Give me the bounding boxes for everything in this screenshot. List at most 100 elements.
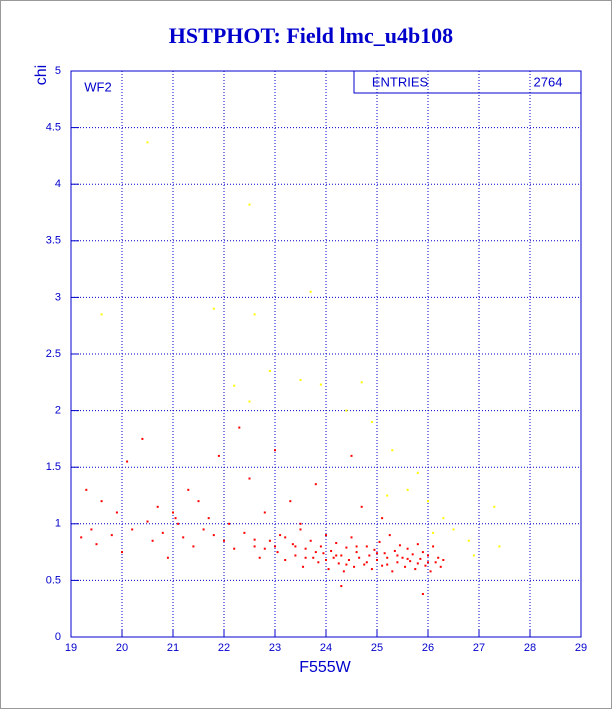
point	[467, 539, 470, 542]
point	[212, 534, 215, 537]
point	[365, 561, 368, 564]
point	[368, 554, 371, 557]
point	[442, 517, 445, 520]
point	[253, 538, 256, 541]
point	[452, 528, 455, 531]
point	[421, 551, 424, 554]
x-tick-label: 22	[218, 642, 230, 654]
chart-title: HSTPHOT: Field lmc_u4b108	[169, 23, 453, 48]
point	[401, 556, 404, 559]
point	[434, 561, 437, 564]
point	[309, 290, 312, 293]
point	[309, 539, 312, 542]
x-tick-label: 26	[422, 642, 434, 654]
point	[342, 570, 345, 573]
point	[429, 570, 432, 573]
point	[299, 522, 302, 525]
point	[314, 483, 317, 486]
point	[325, 559, 327, 562]
point	[243, 531, 246, 534]
point	[350, 454, 353, 457]
point	[370, 568, 373, 571]
point	[391, 449, 394, 452]
point	[289, 500, 292, 503]
y-tick-label: 1.5	[46, 461, 61, 473]
x-tick-label: 21	[167, 642, 179, 654]
point	[386, 494, 389, 497]
point	[409, 560, 412, 563]
point	[121, 551, 123, 554]
point	[299, 528, 302, 531]
point	[432, 531, 435, 534]
point	[217, 454, 220, 457]
point	[386, 563, 389, 566]
point	[202, 528, 205, 531]
point	[187, 488, 190, 491]
point	[192, 545, 195, 548]
point	[383, 552, 386, 555]
point	[238, 426, 241, 429]
x-tick-label: 25	[371, 642, 383, 654]
point	[100, 313, 103, 316]
point	[141, 437, 144, 440]
point	[212, 307, 215, 310]
point	[177, 522, 180, 525]
point	[345, 546, 348, 549]
point	[363, 563, 366, 566]
point	[337, 562, 340, 565]
point	[416, 543, 419, 546]
point	[332, 556, 335, 559]
point	[146, 141, 149, 144]
point	[161, 531, 164, 534]
point	[291, 543, 294, 546]
point	[350, 536, 353, 539]
point	[381, 564, 384, 567]
point	[421, 592, 424, 595]
point	[294, 554, 297, 557]
point	[284, 536, 287, 539]
y-tick-label: 3.5	[46, 235, 61, 247]
point	[248, 477, 251, 480]
point	[174, 517, 177, 520]
point	[172, 511, 174, 514]
point	[317, 561, 320, 564]
point	[268, 369, 271, 372]
point	[360, 381, 363, 384]
point	[253, 545, 256, 548]
point	[416, 471, 419, 474]
point	[472, 554, 475, 557]
point	[314, 551, 317, 554]
point	[299, 379, 302, 382]
point	[358, 556, 361, 559]
point	[110, 534, 113, 537]
point	[442, 559, 445, 562]
point	[347, 559, 350, 562]
y-tick-label: 4	[55, 178, 61, 190]
point	[419, 557, 422, 560]
x-tick-label: 27	[473, 642, 485, 654]
point	[340, 554, 343, 557]
point	[100, 500, 103, 503]
stats-value: 2764	[534, 74, 563, 89]
point	[263, 511, 266, 514]
y-tick-label: 3	[55, 291, 61, 303]
point	[115, 511, 118, 514]
point	[304, 556, 307, 559]
point	[414, 568, 417, 571]
point	[151, 539, 154, 542]
point	[373, 548, 376, 551]
point	[268, 539, 271, 542]
point	[432, 545, 435, 548]
point	[90, 528, 93, 531]
point	[381, 517, 384, 520]
point	[131, 528, 134, 531]
point	[322, 552, 325, 555]
point	[386, 556, 389, 559]
point	[406, 547, 409, 550]
point	[355, 545, 358, 548]
point	[263, 547, 266, 550]
point	[340, 585, 343, 588]
point	[335, 542, 338, 545]
point	[427, 554, 429, 557]
stats-label: ENTRIES	[372, 74, 429, 89]
